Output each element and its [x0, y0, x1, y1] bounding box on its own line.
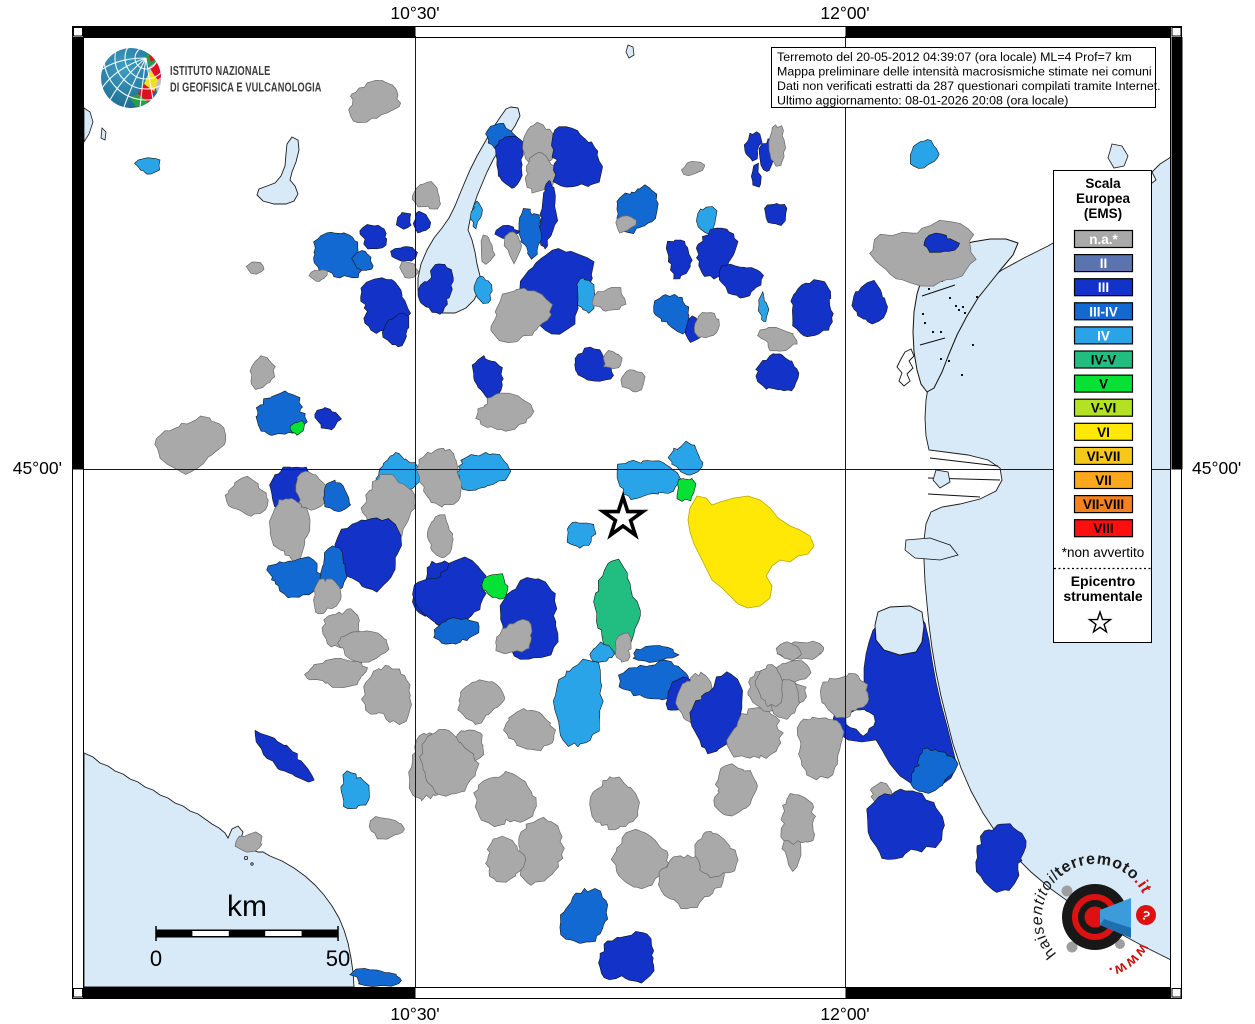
svg-text:VI: VI: [1097, 425, 1110, 440]
svg-text:12°00': 12°00': [820, 3, 869, 23]
svg-text:*non avvertito: *non avvertito: [1062, 545, 1145, 560]
svg-text:strumentale: strumentale: [1063, 588, 1143, 604]
svg-text:45°00': 45°00': [1192, 458, 1241, 478]
svg-text:(EMS): (EMS): [1084, 206, 1122, 221]
svg-text:Epicentro: Epicentro: [1071, 573, 1136, 589]
svg-text:Dati non verificati estratti d: Dati non verificati estratti da 287 ques…: [777, 79, 1161, 93]
svg-text:0: 0: [150, 946, 162, 971]
svg-text:VII: VII: [1095, 473, 1112, 488]
svg-text:VIII: VIII: [1093, 521, 1113, 536]
svg-text:50: 50: [326, 946, 350, 971]
svg-text:km: km: [227, 890, 267, 923]
svg-text:Terremoto del 20-05-2012 04:39: Terremoto del 20-05-2012 04:39:07 (ora l…: [777, 50, 1132, 64]
svg-text:Mappa preliminare delle intens: Mappa preliminare delle intensità macros…: [777, 65, 1152, 79]
svg-text:Europea: Europea: [1076, 191, 1131, 206]
svg-text:10°30': 10°30': [390, 1004, 439, 1024]
svg-text:III: III: [1098, 280, 1109, 295]
svg-text:IV: IV: [1097, 328, 1110, 343]
svg-text:45°00': 45°00': [13, 458, 62, 478]
svg-text:ISTITUTO NAZIONALE: ISTITUTO NAZIONALE: [170, 65, 270, 79]
svg-text:Ultimo aggiornamento: 08-01-20: Ultimo aggiornamento: 08-01-2026 20:08 (…: [777, 94, 1068, 108]
svg-text:VII-VIII: VII-VIII: [1083, 497, 1124, 512]
svg-text:Scala: Scala: [1085, 176, 1121, 191]
svg-text:VI-VII: VI-VII: [1087, 449, 1121, 464]
svg-text:10°30': 10°30': [390, 3, 439, 23]
svg-text:II: II: [1100, 256, 1108, 271]
svg-text:DI GEOFISICA E VULCANOLOGIA: DI GEOFISICA E VULCANOLOGIA: [170, 81, 322, 95]
svg-text:III-IV: III-IV: [1089, 304, 1118, 319]
svg-text:V-VI: V-VI: [1091, 401, 1117, 416]
svg-text:V: V: [1099, 377, 1108, 392]
svg-text:n.a.*: n.a.*: [1089, 232, 1118, 247]
svg-text:12°00': 12°00': [820, 1004, 869, 1024]
svg-text:IV-V: IV-V: [1091, 353, 1117, 368]
